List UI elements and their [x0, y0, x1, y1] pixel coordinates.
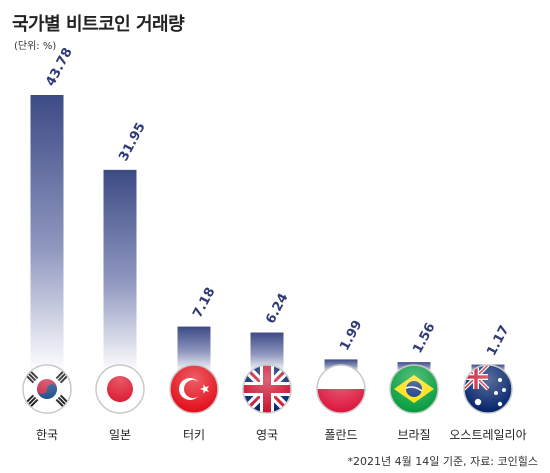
- category-label-4: 폴란드: [324, 428, 357, 442]
- australia-flag-icon: [463, 364, 513, 414]
- value-label-1: 31.95: [116, 120, 149, 163]
- value-label-6: 1.17: [484, 323, 512, 358]
- category-label-5: 브라질: [397, 428, 430, 442]
- source-footnote: *2021년 4월 14일 기준, 자료: 코인힐스: [347, 455, 539, 468]
- poland-flag-icon: [316, 364, 366, 414]
- category-label-2: 터키: [183, 428, 205, 442]
- category-label-0: 한국: [36, 428, 58, 442]
- value-label-4: 1.99: [337, 318, 365, 353]
- brazil-flag-icon: [389, 364, 439, 414]
- japan-flag-icon: [95, 364, 145, 414]
- value-label-3: 6.24: [263, 291, 291, 326]
- turkey-flag-icon: [169, 364, 219, 414]
- value-label-5: 1.56: [410, 321, 438, 356]
- value-label-0: 43.78: [43, 46, 76, 89]
- bar-0: [30, 95, 64, 372]
- south-korea-flag-icon: [22, 364, 72, 414]
- unit-label: (단위: %): [14, 41, 57, 52]
- uk-flag-icon: [242, 364, 292, 414]
- category-label-6: 오스트레일리아: [449, 428, 526, 442]
- chart-title: 국가별 비트코인 거래량: [12, 14, 185, 35]
- category-label-3: 영국: [256, 428, 278, 442]
- category-label-1: 일본: [109, 428, 131, 442]
- value-label-2: 7.18: [190, 285, 218, 320]
- bar-1: [103, 169, 137, 372]
